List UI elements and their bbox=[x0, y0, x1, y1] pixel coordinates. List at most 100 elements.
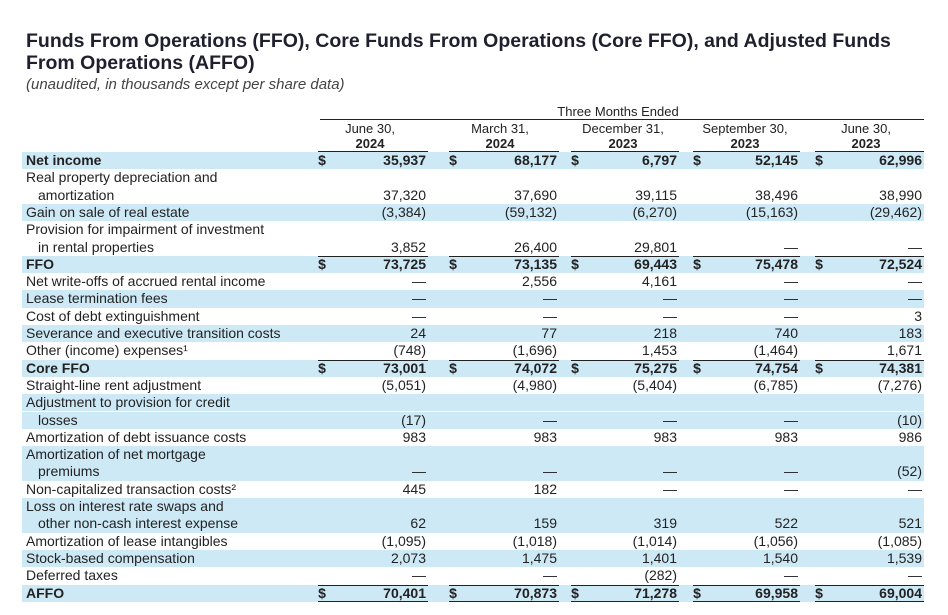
table-cell: 445 bbox=[402, 480, 426, 497]
table-cell: 37,320 bbox=[383, 186, 426, 203]
table-cell: 69,958 bbox=[755, 584, 798, 601]
table-row: in rental properties 3,852 26,400 29,801 — — bbox=[22, 239, 924, 256]
total-double-rule bbox=[571, 600, 679, 602]
table-cell: — bbox=[412, 290, 426, 307]
table-row: Net income $35,937 $68,177 $6,797 $52,145 $62… bbox=[22, 152, 924, 170]
table-cell: — bbox=[908, 480, 922, 497]
column-header-rule bbox=[449, 151, 559, 152]
column-header-date: December 31, bbox=[582, 121, 664, 136]
table-cell: — bbox=[663, 480, 677, 497]
table-cell: 35,937 bbox=[383, 152, 426, 168]
currency-symbol: $ bbox=[318, 359, 326, 376]
table-cell: (1,018) bbox=[512, 532, 557, 549]
table-cell: 319 bbox=[653, 515, 677, 532]
table-cell: 26,400 bbox=[514, 238, 557, 255]
currency-symbol: $ bbox=[815, 152, 823, 168]
row-label: losses bbox=[38, 411, 78, 428]
currency-symbol: $ bbox=[449, 152, 457, 168]
table-cell: — bbox=[908, 567, 922, 584]
table-row: premiums — — — — (52) bbox=[22, 463, 924, 481]
table-cell: — bbox=[784, 273, 798, 290]
table-cell: — bbox=[908, 238, 922, 255]
table-row: Gain on sale of real estate (3,384) (59,13… bbox=[22, 203, 924, 222]
table-cell: (1,095) bbox=[381, 532, 426, 549]
table-cell: — bbox=[784, 463, 798, 480]
table-cell: (29,462) bbox=[869, 203, 922, 220]
row-label: FFO bbox=[26, 255, 54, 272]
table-cell: — bbox=[412, 273, 426, 290]
table-cell: 983 bbox=[533, 428, 557, 445]
table-cell: — bbox=[663, 290, 677, 307]
table-cell: (748) bbox=[393, 342, 426, 359]
table-cell: (1,085) bbox=[877, 532, 922, 549]
table-cell: 75,478 bbox=[755, 255, 798, 272]
currency-symbol: $ bbox=[815, 359, 823, 376]
table-cell: 71,278 bbox=[634, 584, 677, 601]
table-row: Net write-offs of accrued rental income —… bbox=[22, 273, 924, 290]
currency-symbol: $ bbox=[449, 584, 457, 601]
page-title: Funds From Operations (FFO), Core Funds … bbox=[26, 30, 891, 74]
column-header-date: June 30, bbox=[345, 121, 395, 136]
table-cell: — bbox=[543, 290, 557, 307]
table-cell: 62,996 bbox=[879, 152, 922, 168]
currency-symbol: $ bbox=[571, 584, 579, 601]
table-cell: 6,797 bbox=[641, 152, 677, 168]
table-row: Deferred taxes — — (282) — — bbox=[22, 567, 924, 584]
column-header: June 30, 2024 bbox=[310, 121, 430, 151]
currency-symbol: $ bbox=[571, 359, 579, 376]
table-cell: 522 bbox=[774, 515, 798, 532]
column-header-rule bbox=[815, 151, 924, 152]
page-subtitle: (unaudited, in thousands except per shar… bbox=[26, 76, 345, 93]
table-cell: 1,453 bbox=[641, 342, 677, 359]
table-cell: — bbox=[543, 567, 557, 584]
subtotal-rule bbox=[693, 255, 800, 257]
table-cell: 1,539 bbox=[886, 549, 922, 566]
row-label: premiums bbox=[38, 463, 100, 480]
table-cell: (59,132) bbox=[504, 203, 557, 220]
subtotal-rule bbox=[449, 584, 559, 586]
table-cell: — bbox=[663, 307, 677, 324]
table-cell: 69,443 bbox=[634, 255, 677, 272]
subtotal-rule bbox=[318, 584, 428, 586]
currency-symbol: $ bbox=[693, 152, 701, 168]
table-cell: (17) bbox=[401, 411, 426, 428]
table-cell: — bbox=[543, 411, 557, 428]
table-cell: 73,135 bbox=[514, 255, 557, 272]
table-cell: — bbox=[784, 238, 798, 255]
currency-symbol: $ bbox=[449, 255, 457, 272]
row-label: Amortization of debt issuance costs bbox=[26, 428, 247, 445]
table-cell: — bbox=[543, 463, 557, 480]
subtotal-rule bbox=[815, 255, 924, 257]
table-cell: 74,072 bbox=[514, 359, 557, 376]
table-cell: 3,852 bbox=[390, 238, 426, 255]
subtotal-rule bbox=[571, 584, 679, 586]
row-label: Loss on interest rate swaps and bbox=[26, 498, 224, 514]
table-cell: (6,270) bbox=[632, 203, 677, 220]
table-cell: 3 bbox=[914, 307, 922, 324]
subtotal-rule bbox=[571, 359, 679, 361]
row-label: Severance and executive transition costs bbox=[26, 325, 281, 341]
row-label: Provision for impairment of investment bbox=[26, 221, 265, 238]
table-row: AFFO $70,401 $70,873 $71,278 $69,958 $69,004 bbox=[22, 584, 924, 602]
table-cell: 4,161 bbox=[641, 273, 677, 290]
three-months-ended-header: Three Months Ended bbox=[557, 104, 679, 119]
currency-symbol: $ bbox=[693, 359, 701, 376]
table-cell: 39,115 bbox=[635, 186, 677, 203]
subtotal-rule bbox=[815, 359, 924, 361]
table-cell: 38,496 bbox=[755, 186, 798, 203]
row-label: Core FFO bbox=[26, 359, 90, 376]
table-cell: — bbox=[412, 307, 426, 324]
table-cell: 218 bbox=[653, 325, 677, 341]
subtotal-rule bbox=[693, 359, 800, 361]
currency-symbol: $ bbox=[318, 152, 326, 168]
table-cell: 52,145 bbox=[755, 152, 798, 168]
span-header-rule bbox=[320, 119, 924, 120]
table-cell: 740 bbox=[774, 325, 798, 341]
column-header-rule bbox=[318, 151, 428, 152]
table-cell: 1,540 bbox=[762, 549, 798, 566]
column-header: June 30, 2023 bbox=[806, 121, 926, 151]
table-cell: 1,401 bbox=[641, 549, 677, 566]
row-label: Non-capitalized transaction costs² bbox=[26, 480, 237, 497]
table-cell: (3,384) bbox=[381, 203, 426, 220]
table-cell: — bbox=[663, 463, 677, 480]
